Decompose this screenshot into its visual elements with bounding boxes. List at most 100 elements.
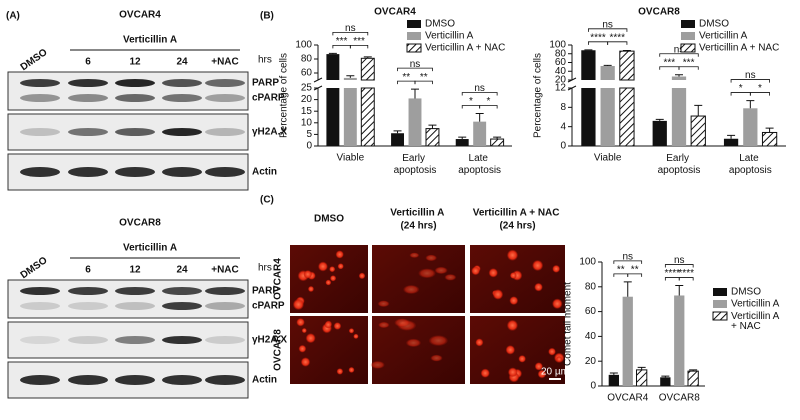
band (115, 79, 155, 87)
cell (505, 345, 515, 355)
protein-label: Actin (252, 167, 277, 178)
comet (394, 318, 410, 328)
band (162, 375, 202, 385)
text-line: Verticillin A (731, 311, 782, 322)
bar (687, 370, 699, 387)
significance-label: **** (665, 268, 681, 279)
unit-label: hrs (258, 263, 272, 274)
row-label: OVCAR8 (273, 329, 284, 371)
x-tick-label: OVCAR4 (607, 393, 649, 404)
text-line: + NAC (731, 321, 761, 332)
significance-label: ns (674, 44, 685, 55)
comet (444, 274, 457, 281)
significance-label: ** (402, 72, 410, 83)
cell (335, 250, 344, 259)
band (205, 79, 245, 87)
cell (308, 286, 314, 292)
error-bar (328, 52, 337, 55)
band (205, 128, 245, 136)
band (20, 302, 60, 310)
legend-swatch (681, 32, 695, 40)
cell (336, 368, 344, 375)
legend-label: DMSO (731, 287, 761, 298)
significance-bracket (678, 277, 694, 281)
cell (507, 249, 518, 261)
text-line: Early (402, 153, 428, 164)
blot (7, 279, 249, 319)
legend-swatch (407, 20, 421, 28)
cell (492, 289, 504, 300)
protein-label: cPARP (252, 93, 285, 104)
band (162, 302, 202, 310)
treatment-label: Verticillin A (123, 35, 177, 46)
y-axis-label: Comet tail moment (563, 282, 574, 366)
protein-label: PARP (252, 286, 279, 297)
significance-bracket (749, 92, 770, 96)
y-tick-label: 8 (560, 102, 566, 113)
cell (534, 362, 543, 371)
cell (330, 275, 337, 282)
band (115, 302, 155, 310)
x-tick-label: Early apoptosis (658, 153, 701, 176)
cell (534, 282, 543, 292)
x-tick-label: Late apoptosis (458, 153, 501, 176)
legend-swatch (680, 43, 696, 53)
protein-label: γH2A.X (252, 335, 287, 346)
band (68, 128, 108, 136)
legend-swatch (713, 300, 727, 308)
y-axis-label: Percentage of cells (279, 53, 290, 138)
lane-label: 12 (129, 265, 141, 276)
error-bar (622, 49, 631, 52)
cell (480, 368, 490, 378)
y-tick-label: 100 (295, 40, 312, 51)
cell (475, 338, 484, 347)
comet (370, 361, 385, 369)
scale-bar-label: 20 µm (541, 367, 569, 378)
error-bar (428, 124, 437, 129)
y-tick-label: 80 (585, 281, 597, 292)
column-header: Verticillin A (24 hrs) (390, 207, 447, 231)
text-line: apoptosis (658, 165, 701, 176)
significance-label: *** (336, 36, 348, 47)
y-tick-label: 20 (585, 356, 597, 367)
band (205, 167, 245, 177)
bar (473, 121, 487, 146)
cell (518, 355, 526, 363)
text-line: (24 hrs) (400, 220, 436, 231)
error-bar (675, 74, 683, 77)
chart-title: OVCAR4 (374, 7, 416, 18)
legend-label: Verticillin A (425, 31, 474, 42)
significance-label: * (486, 96, 490, 107)
significance-bracket (414, 80, 433, 85)
error-bar (363, 56, 372, 59)
cell (537, 369, 547, 379)
x-tick-label: Viable (594, 153, 622, 164)
error-bar (623, 281, 632, 297)
bar (600, 66, 615, 80)
y-tick-label: 10 (301, 117, 313, 128)
bar (660, 377, 671, 386)
bar (619, 50, 635, 81)
legend-swatch (713, 288, 727, 296)
comet (378, 321, 390, 329)
significance-label: *** (664, 57, 676, 68)
band (68, 94, 108, 102)
comet (428, 335, 448, 346)
y-tick-label: 12 (555, 83, 567, 94)
band (68, 375, 108, 385)
bar (360, 87, 375, 147)
significance-bracket (349, 45, 369, 49)
band (68, 287, 108, 295)
error-bar (675, 285, 684, 296)
band (115, 94, 155, 102)
legend-label: DMSO (425, 19, 455, 30)
band (205, 375, 245, 385)
x-tick-label: Late apoptosis (729, 153, 772, 176)
cell (325, 279, 332, 286)
error-bar (603, 64, 612, 66)
legend-swatch (407, 32, 421, 40)
bar (723, 138, 739, 146)
significance-label: **** (610, 32, 626, 43)
band (68, 336, 108, 344)
bar (622, 296, 633, 386)
